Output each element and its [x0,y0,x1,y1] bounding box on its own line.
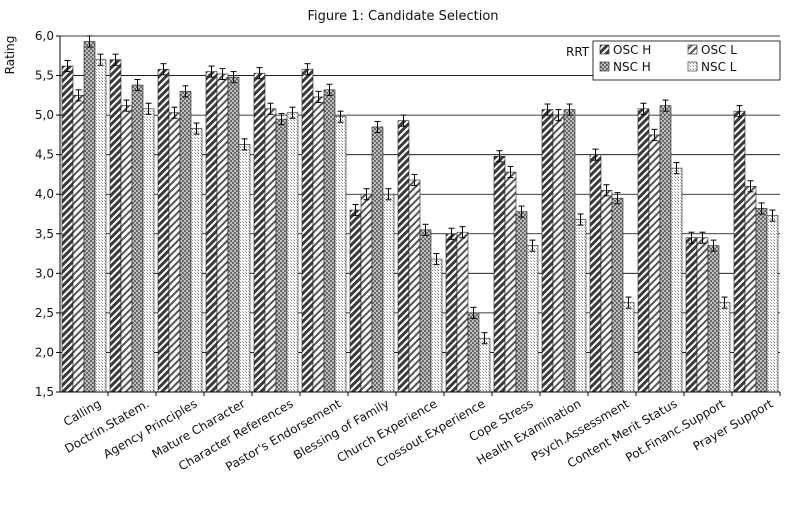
bar-nsch-0 [83,41,96,393]
bar-osch-9 [493,155,506,393]
y-tick-label: 2,0 [35,345,54,359]
y-tick-label: 5,0 [35,108,54,122]
bar-nscl-1 [142,108,155,393]
bar-oscl-7 [408,179,421,393]
bar-nscl-5 [334,116,347,393]
bar-nscl-7 [430,258,443,393]
error-bars [64,35,776,345]
bar-osch-0 [61,65,74,393]
legend-label: OSC L [701,43,737,57]
bar-oscl-1 [120,105,133,393]
chart-title: Figure 1: Candidate Selection [307,9,498,24]
bar-nsch-7 [419,229,432,393]
legend-label: NSC L [701,60,737,74]
bar-osch-7 [397,120,410,393]
bar-series [61,41,779,393]
bar-nsch-3 [227,76,240,393]
bar-osch-14 [733,110,746,393]
bar-osch-13 [685,237,698,393]
legend-box [592,40,781,81]
legend-swatch [599,44,610,55]
bar-nscl-11 [622,302,635,393]
bar-oscl-3 [216,73,229,393]
legend-title: RRT [566,45,590,59]
bar-nscl-10 [574,219,587,393]
category-label: Prayer Support [691,396,776,453]
bar-oscl-8 [456,231,469,393]
legend-swatch [687,44,698,55]
y-tick-label: 3,0 [35,266,54,280]
y-tick-labels: 1,5 2,0 2,5 3,0 3,5 4,0 4,5 5,0 5,5 6,0 [35,29,60,399]
bar-osch-2 [157,68,170,393]
bar-nscl-6 [382,193,395,393]
y-tick-label: 4,5 [35,148,54,162]
bar-osch-3 [205,71,218,393]
legend-swatch [687,61,698,72]
bar-nsch-11 [611,197,624,393]
bar-osch-6 [349,209,362,393]
bar-oscl-12 [648,134,661,393]
bar-nscl-0 [94,59,107,393]
bar-oscl-6 [360,193,373,393]
y-tick-label: 4,0 [35,187,54,201]
bar-nsch-4 [275,118,288,393]
bar-nscl-4 [286,112,299,393]
bar-nsch-2 [179,91,192,393]
y-tick-label: 6,0 [35,29,54,43]
bar-nscl-14 [766,215,779,393]
bar-osch-12 [637,108,650,393]
bar-nsch-8 [467,312,480,393]
bar-oscl-10 [552,114,565,393]
bar-oscl-14 [744,186,757,393]
legend-label: OSC H [613,43,651,57]
bar-nscl-8 [478,337,491,393]
bar-nscl-13 [718,302,731,393]
bar-osch-11 [589,154,602,393]
bar-osch-5 [301,68,314,393]
y-tick-label: 2,5 [35,306,54,320]
bar-nsch-6 [371,126,384,393]
bar-nsch-1 [131,84,144,393]
bar-osch-10 [541,109,554,393]
bar-nscl-9 [526,245,539,393]
bar-nsch-13 [707,245,720,393]
bar-oscl-0 [72,95,85,393]
y-tick-label: 1,5 [35,385,54,399]
bar-osch-4 [253,72,266,393]
bar-nsch-14 [755,208,768,393]
bar-oscl-9 [504,171,517,393]
bar-nsch-12 [659,105,672,393]
bar-oscl-11 [600,189,613,393]
y-tick-label: 5,5 [35,69,54,83]
bar-oscl-13 [696,237,709,393]
bar-nsch-10 [563,109,576,393]
bar-nsch-5 [323,89,336,393]
bar-nscl-12 [670,167,683,393]
bar-oscl-4 [264,108,277,393]
legend: RRT OSC H OSC L NSC H NSC L [566,40,781,81]
bar-oscl-5 [312,96,325,393]
bar-nscl-2 [190,128,203,393]
legend-swatch [599,61,610,72]
bar-osch-1 [109,59,122,393]
y-axis-label: Rating [3,36,17,75]
legend-label: NSC H [613,60,651,74]
bar-oscl-2 [168,112,181,393]
bar-nsch-9 [515,211,528,393]
y-tick-label: 3,5 [35,227,54,241]
bar-nscl-3 [238,144,251,393]
bar-osch-8 [445,233,458,393]
